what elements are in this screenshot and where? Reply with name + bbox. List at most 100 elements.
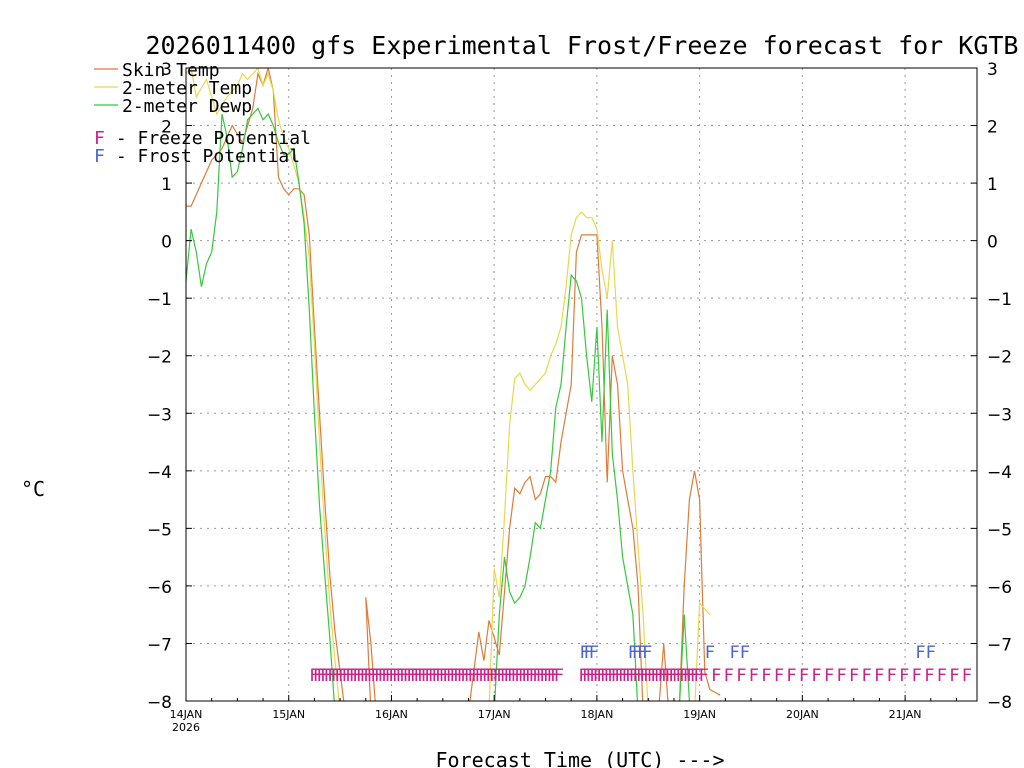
freeze-marker: F [428, 666, 438, 686]
y-tick-label-right: −6 [987, 578, 1012, 598]
freeze-marker: F [578, 666, 588, 686]
freeze-marker: F [352, 666, 362, 686]
freeze-marker: F [650, 666, 660, 686]
freeze-marker: F [554, 666, 564, 686]
freeze-marker: F [640, 666, 650, 686]
y-tick-label-right: −7 [987, 635, 1012, 655]
y-tick-label-right: −5 [987, 520, 1012, 540]
y-tick-label-left: −3 [147, 405, 172, 425]
frost-marker: F [705, 643, 715, 663]
freeze-marker: F [679, 666, 689, 686]
freeze-marker: F [668, 666, 678, 686]
freeze-marker: F [493, 666, 503, 686]
freeze-marker: F [693, 666, 703, 686]
freeze-marker: F [824, 666, 834, 686]
x-axis-label: Forecast Time (UTC) ---> [436, 748, 725, 768]
legend-frost-symbol: F [94, 146, 105, 167]
freeze-marker: F [647, 666, 657, 686]
freeze-marker: F [342, 666, 352, 686]
legend-freeze-symbol: F [94, 128, 105, 149]
y-tick-label-right: −2 [987, 348, 1012, 368]
y-tick-label-right: 0 [987, 233, 998, 253]
freeze-marker: F [521, 666, 531, 686]
freeze-marker: F [676, 666, 686, 686]
freeze-marker: F [593, 666, 603, 686]
frost-marker: F [740, 643, 750, 663]
freeze-marker: F [686, 666, 696, 686]
plot-frame [185, 67, 978, 702]
chart-title: 2026011400 gfs Experimental Frost/Freeze… [146, 31, 1019, 60]
freeze-marker: F [924, 666, 934, 686]
freeze-marker: F [611, 666, 621, 686]
legend-label-2m-dewp: 2-meter Dewp [122, 96, 252, 117]
freeze-marker: F [550, 666, 560, 686]
freeze-marker: F [435, 666, 445, 686]
series-lines [186, 68, 721, 701]
freeze-marker: F [887, 666, 897, 686]
freeze-marker: F [665, 666, 675, 686]
y-tick-label-left: 3 [161, 60, 172, 80]
freeze-marker: F [453, 666, 463, 686]
freeze-marker: F [899, 666, 909, 686]
series-line-2-meter-dewp [186, 107, 691, 701]
frost-marker: F [915, 643, 925, 663]
freeze-marker: F [949, 666, 959, 686]
freeze-marker: F [385, 666, 395, 686]
freeze-marker: F [356, 666, 366, 686]
freeze-marker: F [320, 666, 330, 686]
freeze-marker: F [381, 666, 391, 686]
x-tick-label: 20JAN [786, 708, 819, 721]
legend-label-skin: Skin Temp [122, 60, 220, 81]
y-tick-label-left: −7 [147, 635, 172, 655]
freeze-marker: F [327, 666, 337, 686]
freeze-marker: F [632, 666, 642, 686]
y-tick-label-right: −8 [987, 693, 1012, 713]
freeze-marker: F [962, 666, 972, 686]
freeze-marker: F [446, 666, 456, 686]
freeze-marker: F [396, 666, 406, 686]
y-tick-label-left: −8 [147, 693, 172, 713]
freeze-marker: F [690, 666, 700, 686]
freeze-marker: F [618, 666, 628, 686]
freeze-marker: F [316, 666, 326, 686]
freeze-marker: F [625, 666, 635, 686]
freeze-marker: F [661, 666, 671, 686]
freeze-marker: F [414, 666, 424, 686]
freeze-marker: F [529, 666, 539, 686]
y-tick-label-left: 0 [161, 233, 172, 253]
freeze-marker: F [711, 666, 721, 686]
freeze-marker: F [536, 666, 546, 686]
freeze-marker: F [399, 666, 409, 686]
freeze-marker: F [349, 666, 359, 686]
freeze-marker: F [421, 666, 431, 686]
y-tick-label-right: 3 [987, 60, 998, 80]
x-tick-label: 19JAN [683, 708, 716, 721]
frost-freeze-markers: FFFFFFFFFFFFFFFFFFFFFFFFFFFFFFFFFFFFFFFF… [309, 643, 972, 686]
freeze-marker: F [811, 666, 821, 686]
freeze-marker: F [596, 666, 606, 686]
legend-label-2m-temp: 2-meter Temp [122, 78, 252, 99]
frost-marker: F [642, 643, 652, 663]
freeze-marker: F [912, 666, 922, 686]
freeze-marker: F [672, 666, 682, 686]
x-tick-label: 18JAN [581, 708, 614, 721]
y-tick-label-right: 2 [987, 118, 998, 138]
freeze-marker: F [724, 666, 734, 686]
freeze-marker: F [331, 666, 341, 686]
y-axis-label: °C [21, 477, 45, 501]
freeze-marker: F [532, 666, 542, 686]
y-tick-label-right: −3 [987, 405, 1012, 425]
y-tick-label-left: 1 [161, 175, 172, 195]
freeze-marker: F [467, 666, 477, 686]
freeze-marker: F [511, 666, 521, 686]
freeze-marker: F [403, 666, 413, 686]
freeze-marker: F [862, 666, 872, 686]
freeze-marker: F [464, 666, 474, 686]
freeze-marker: F [507, 666, 517, 686]
x-tick-sublabel: 2026 [172, 721, 200, 734]
freeze-marker: F [500, 666, 510, 686]
frost-marker: F [632, 643, 642, 663]
freeze-marker: F [485, 666, 495, 686]
